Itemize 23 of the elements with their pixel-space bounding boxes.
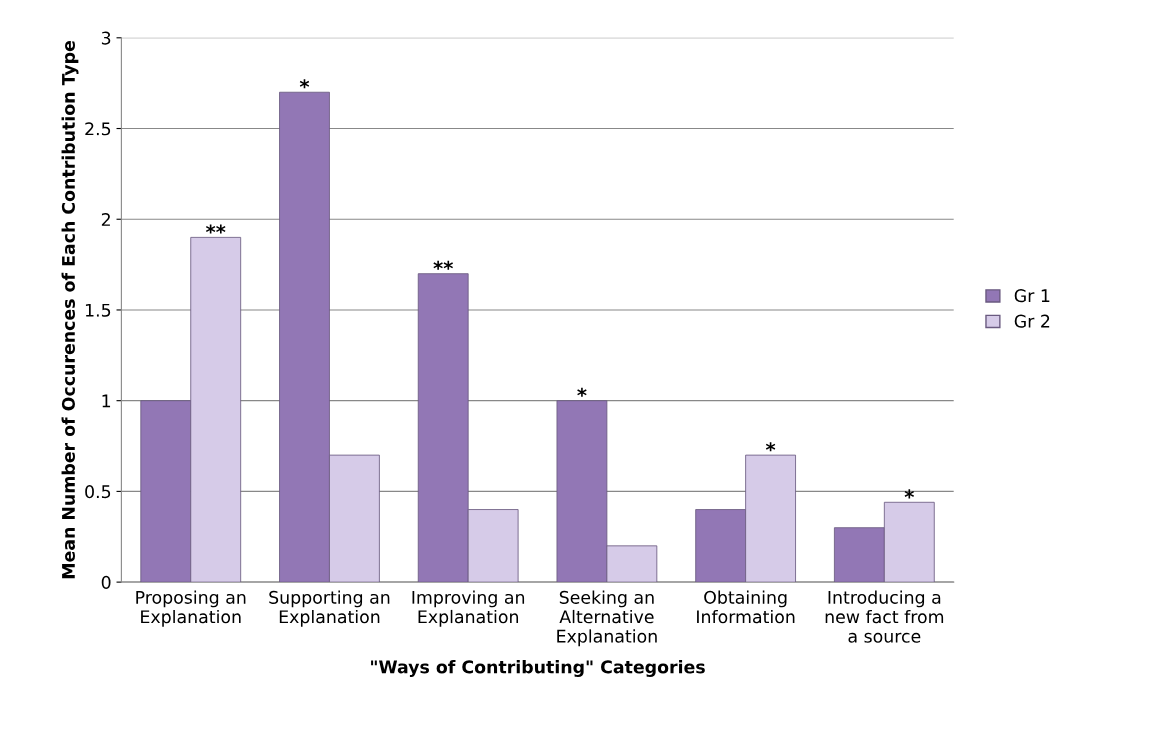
y-tick-label: 1 [102,394,111,408]
x-axis-title: "Ways of Contributing" Categories [371,660,705,677]
y-tick-label: 3 [101,31,111,45]
data-label: * [299,79,310,89]
y-tick-label: 1.5 [85,303,111,317]
data-label: ** [205,224,226,234]
legend-label: Gr 2 [1014,314,1050,328]
data-label: * [765,442,776,452]
y-tick-label: 2 [101,212,110,226]
data-label: * [577,387,587,397]
x-tick-label: Seeking an Alternative Explanation [557,590,657,647]
x-tick-label: Introducing a new fact from a source [825,590,944,643]
y-tick-label: 2.5 [85,122,111,136]
x-tick-label: Proposing an Explanation [136,590,246,627]
x-tick-label: Supporting an Explanation [269,590,390,627]
x-tick-label: Improving an Explanation [412,590,525,627]
y-axis-title: Mean Number of Occurences of Each Contribution Type [61,40,79,579]
y-tick-label: 0 [101,575,111,589]
x-tick-label: Obtaining Information [697,590,795,624]
data-label: * [904,489,915,499]
y-tick-label: 0.5 [85,485,111,499]
legend-label: Gr 1 [1014,289,1050,303]
data-label: ** [433,260,453,270]
